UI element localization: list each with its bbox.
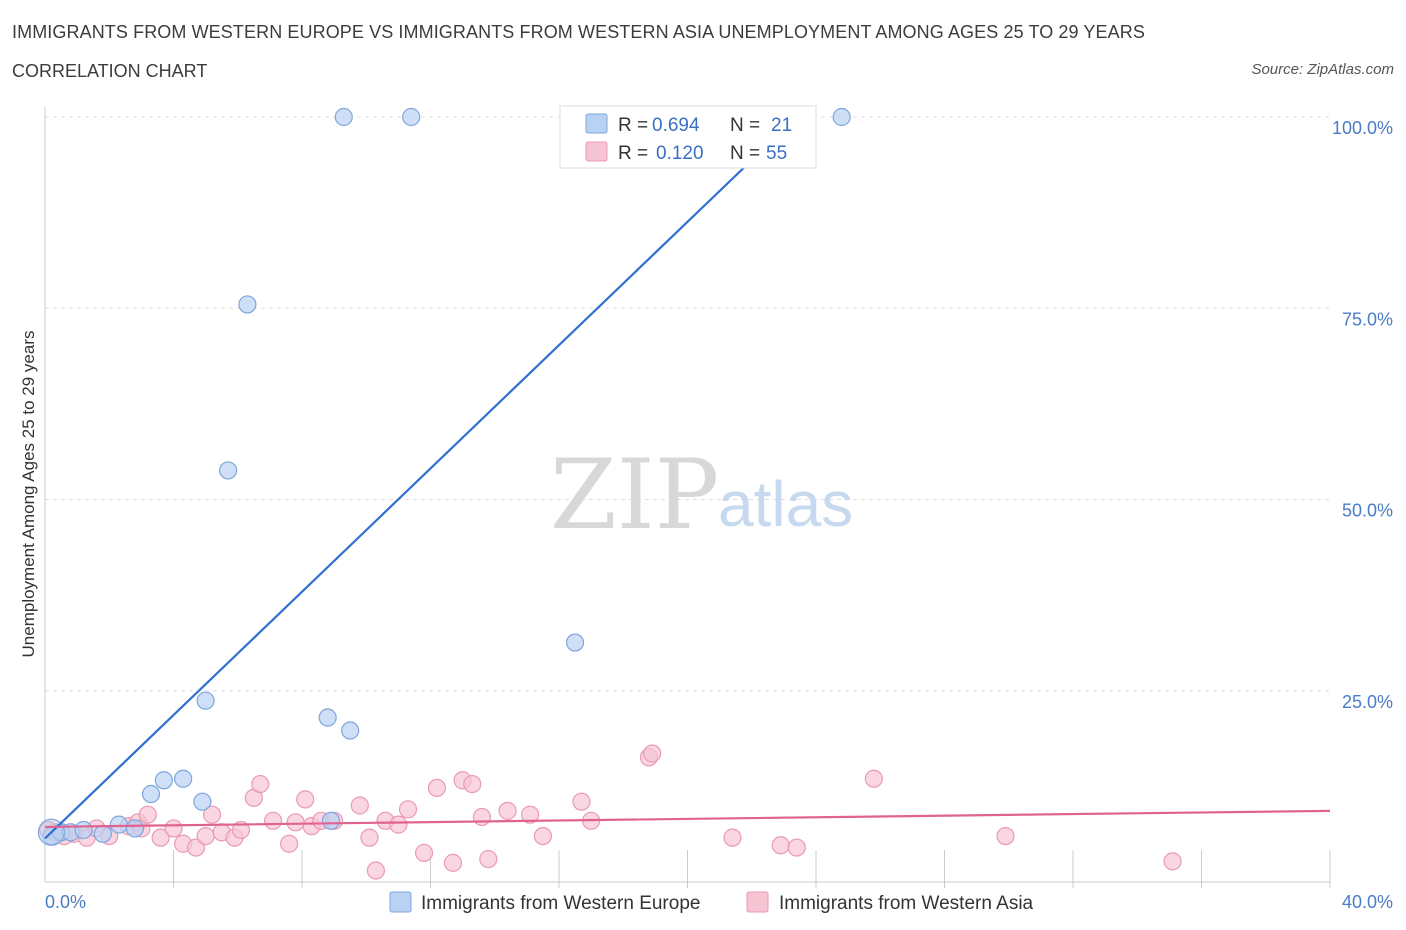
legend-r-value-1: 0.694 (652, 115, 700, 136)
y-tick-labels: 25.0% 50.0% 75.0% 100.0% (1332, 118, 1393, 712)
western-asia-point-35 (427, 778, 447, 798)
western-asia-point-34 (414, 843, 434, 863)
western-asia-point-36 (443, 853, 463, 872)
x-tick-label-min: 0.0% (45, 892, 86, 912)
watermark-atlas: atlas (718, 468, 853, 540)
chart-subtitle: CORRELATION CHART (12, 61, 208, 81)
watermark-zip: ZIP (550, 439, 719, 551)
western-asia-point-10 (151, 828, 170, 847)
western-asia-point-24 (296, 790, 315, 809)
bottom-legend-label-western-asia: Immigrants from Western Asia (779, 893, 1034, 914)
western-asia-point-41 (498, 801, 517, 820)
y-tick-label-25: 25.0% (1342, 692, 1393, 712)
western-asia-point-21 (263, 811, 283, 830)
western-asia-point-9 (138, 805, 157, 824)
western-asia-point-44 (572, 792, 591, 811)
western-europe-point-3 (74, 820, 93, 840)
western-asia-point-53 (1163, 852, 1182, 871)
western-asia-point-40 (479, 849, 498, 869)
western-asia-point-29 (360, 828, 379, 847)
western-europe-point-9 (174, 769, 193, 788)
trend-line-western-asia (44, 809, 1331, 829)
legend-swatch-blue (585, 113, 608, 134)
western-asia-point-50 (787, 838, 806, 857)
western-asia-point-15 (202, 805, 222, 824)
western-europe-point-12 (219, 461, 238, 480)
series-western-asia-points (39, 744, 1182, 880)
legend-n-label-2: N = (730, 143, 760, 164)
western-asia-point-47 (643, 744, 662, 763)
western-europe-point-19 (565, 633, 585, 652)
western-asia-point-11 (164, 819, 183, 838)
western-europe-point-20 (832, 107, 851, 127)
western-europe-point-5 (109, 815, 128, 834)
western-europe-point-16 (341, 721, 360, 740)
source-credit: Source: ZipAtlas.com (1251, 61, 1394, 78)
western-asia-point-23 (286, 813, 305, 832)
series-western-europe-points (37, 107, 851, 846)
western-europe-point-15 (321, 811, 341, 830)
western-asia-point-51 (864, 769, 883, 788)
grid-lines (45, 116, 1330, 692)
western-asia-point-39 (472, 807, 491, 827)
western-europe-point-18 (402, 107, 421, 127)
y-tick-label-75: 75.0% (1342, 309, 1393, 329)
y-tick-label-50: 50.0% (1342, 501, 1393, 521)
trend-lines (44, 116, 1331, 840)
western-asia-point-28 (350, 796, 369, 815)
x-tick-label-max: 40.0% (1342, 892, 1393, 912)
western-europe-point-7 (141, 784, 161, 804)
western-asia-point-42 (520, 805, 540, 824)
western-europe-point-6 (125, 819, 145, 838)
western-europe-point-14 (318, 708, 337, 727)
western-asia-point-14 (196, 826, 215, 846)
correlation-legend: R = 0.694 N = 21 R = 0.120 N = 55 (559, 105, 817, 169)
bottom-legend-swatch-pink (746, 891, 769, 913)
y-axis-label: Unemployment Among Ages 25 to 29 years (19, 331, 38, 658)
trend-line-western-europe (44, 116, 798, 840)
legend-swatch-pink (585, 141, 608, 162)
legend-r-label-2: R = (618, 143, 648, 164)
legend-n-value-2: 55 (766, 143, 787, 164)
y-tick-label-100: 100.0% (1332, 118, 1393, 138)
western-asia-point-48 (723, 828, 742, 847)
western-asia-point-38 (463, 774, 482, 794)
western-asia-point-43 (533, 826, 553, 846)
legend-r-label-1: R = (618, 115, 648, 136)
western-asia-point-49 (771, 836, 790, 855)
western-asia-point-52 (996, 826, 1015, 846)
western-asia-point-30 (366, 861, 385, 880)
western-europe-point-11 (196, 691, 215, 710)
bottom-legend-label-western-europe: Immigrants from Western Europe (421, 893, 700, 914)
x-tick-labels: 0.0% 40.0% (45, 892, 1393, 912)
western-asia-point-20 (251, 774, 270, 794)
western-europe-point-4 (93, 824, 112, 843)
legend-n-label-1: N = (730, 115, 760, 136)
legend-r-value-2: 0.120 (656, 143, 704, 164)
chart-title: IMMIGRANTS FROM WESTERN EUROPE VS IMMIGR… (12, 22, 1145, 42)
western-europe-point-10 (193, 792, 212, 811)
watermark: ZIP atlas (550, 439, 853, 551)
western-europe-point-13 (238, 295, 257, 314)
axes (44, 107, 1331, 888)
western-asia-point-22 (280, 834, 299, 853)
western-asia-point-18 (231, 820, 251, 840)
bottom-legend-swatch-blue (389, 891, 412, 913)
western-asia-point-33 (398, 800, 418, 819)
western-europe-point-17 (334, 107, 353, 127)
legend-n-value-1: 21 (771, 115, 792, 136)
series-legend: Immigrants from Western Europe Immigrant… (389, 891, 1034, 914)
western-asia-point-32 (389, 815, 408, 834)
western-europe-point-8 (154, 771, 173, 790)
